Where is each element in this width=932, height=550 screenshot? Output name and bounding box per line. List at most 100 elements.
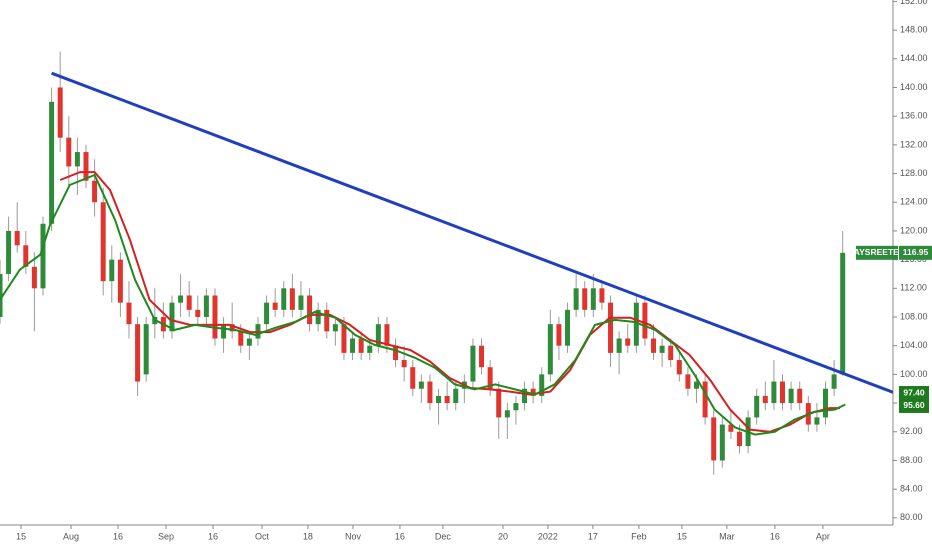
candle-body (74, 152, 80, 167)
candle-body (57, 87, 63, 138)
candle-body (625, 338, 631, 346)
y-tick-label: 128.00 (900, 168, 928, 178)
x-tick-label: 17 (588, 531, 598, 541)
y-tick-label: 148.00 (900, 24, 928, 34)
candle-body (702, 381, 708, 418)
candle-body (565, 309, 571, 346)
candle-body (496, 388, 502, 418)
candle-body (401, 360, 407, 368)
candle-body (393, 345, 399, 361)
candle-body (444, 395, 450, 404)
candle-body (814, 417, 820, 425)
candle-body (504, 410, 510, 418)
x-tick-label: 18 (303, 531, 313, 541)
candle-body (31, 266, 37, 289)
candle-body (238, 331, 244, 346)
y-tick-label: 100.00 (900, 369, 928, 379)
y-tick-label: 132.00 (900, 139, 928, 149)
candle-body (109, 259, 115, 282)
candle-body (40, 223, 46, 289)
moving-average (59, 171, 841, 433)
candle-body (289, 288, 295, 310)
y-tick-label: 112.00 (900, 283, 927, 293)
candle-body (6, 230, 12, 274)
trendline (51, 71, 893, 394)
candle-body (479, 345, 485, 368)
indicator-tag-label: 95.60 (903, 400, 925, 410)
x-tick-label: Feb (631, 531, 647, 541)
y-tick-label: 124.00 (900, 197, 928, 207)
candle-body (143, 324, 149, 375)
candle-body (599, 288, 605, 303)
indicator-tag (899, 398, 929, 413)
y-tick-label: 120.00 (900, 225, 928, 235)
x-tick-label: Apr (816, 531, 830, 541)
candle-body (668, 345, 674, 361)
candle-body (272, 302, 278, 310)
x-tick-label: 15 (677, 531, 687, 541)
x-tick-label: 16 (208, 531, 218, 541)
y-tick-label: 92.00 (900, 426, 923, 436)
price-tag (899, 245, 932, 260)
y-tick-label: 108.00 (900, 311, 928, 321)
candle-body (831, 374, 837, 389)
candle-body (332, 324, 338, 332)
candle-body (117, 259, 123, 303)
candle-body (556, 324, 562, 346)
candle-body (126, 302, 132, 325)
candle-body (659, 345, 665, 353)
candle-body (281, 288, 287, 310)
x-tick-label: 16 (113, 531, 123, 541)
candle-body (92, 180, 98, 203)
candle-body (573, 288, 579, 310)
candle-body (582, 288, 588, 310)
indicator-tag-label: 97.40 (903, 387, 925, 397)
candle-body (676, 360, 682, 375)
x-tick-label: 16 (770, 531, 780, 541)
candle-body (427, 381, 433, 404)
candle-body (341, 324, 347, 353)
candle-body (633, 302, 639, 346)
candle-body (522, 388, 528, 404)
candle-body (436, 395, 442, 404)
candle-body (737, 431, 743, 447)
x-tick-label: 20 (498, 531, 508, 541)
candle-body (264, 302, 270, 325)
candle-body (616, 338, 622, 353)
candle-body (375, 324, 381, 346)
candle-body (728, 424, 734, 432)
x-tick-label: Dec (435, 531, 452, 541)
candle-body (0, 273, 3, 318)
y-tick-label: 80.00 (900, 512, 923, 522)
price-tag-label: 116.95 (903, 247, 929, 257)
candle-body (367, 345, 373, 353)
symbol-tag (856, 245, 898, 260)
x-tick-label: Mar (719, 531, 735, 541)
candle-body (229, 324, 235, 332)
candle-body (100, 202, 106, 282)
candle-body (418, 381, 424, 389)
candle-body (298, 295, 304, 310)
candle-body (315, 309, 321, 325)
candle-body (797, 388, 803, 404)
candle-body (513, 403, 519, 411)
y-tick-label: 152.00 (900, 0, 928, 6)
candle-body (608, 302, 614, 353)
candle-body (547, 324, 553, 375)
x-tick-label: Sep (158, 531, 174, 541)
candle-body (530, 388, 536, 396)
y-tick-label: 140.00 (900, 82, 928, 92)
candle-body (246, 338, 252, 346)
candle-body (771, 381, 777, 404)
candle-body (135, 324, 141, 382)
symbol-tag-label: JAYSREETEA (849, 247, 905, 257)
candle-body (23, 245, 29, 267)
candle-body (178, 295, 184, 303)
moving-average (0, 173, 846, 436)
candle-body (307, 295, 313, 325)
candle-body (66, 137, 72, 167)
y-tick-label: 88.00 (900, 455, 923, 465)
indicator-tag (899, 386, 929, 401)
candle-body (14, 230, 20, 246)
candle-body (719, 424, 725, 461)
